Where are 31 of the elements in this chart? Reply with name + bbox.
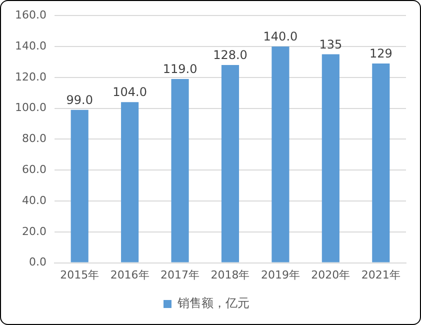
y-tick-label: 100.0: [14, 101, 46, 114]
bar: [221, 65, 240, 262]
y-tick-label: 120.0: [14, 70, 46, 84]
data-label: 119.0: [162, 62, 198, 76]
y-tick-label: 140.0: [14, 39, 46, 52]
x-tick-label: 2019年: [260, 268, 300, 282]
bar: [171, 78, 189, 262]
data-label: 129: [369, 46, 392, 61]
bar: [70, 110, 88, 262]
x-tick-label: 2015年: [60, 268, 100, 282]
legend-label: 销售额，亿元: [176, 296, 250, 310]
x-tick-label: 2020年: [311, 268, 350, 282]
y-tick-label: 60.0: [22, 162, 46, 176]
y-tick-label: 160.0: [14, 8, 46, 22]
data-label: 135: [319, 37, 342, 52]
x-tick-label: 2018年: [210, 268, 250, 282]
data-label: 104.0: [112, 85, 147, 100]
bar: [372, 63, 390, 262]
data-label: 99.0: [66, 92, 93, 107]
x-tick-label: 2021年: [361, 268, 400, 282]
y-tick-label: 0.0: [28, 256, 46, 269]
x-tick-label: 2016年: [110, 268, 150, 282]
x-tick-label: 2017年: [160, 268, 200, 282]
y-tick-label: 20.0: [22, 224, 46, 238]
bar: [121, 102, 139, 262]
y-tick-label: 80.0: [22, 132, 46, 146]
bar: [272, 46, 290, 262]
data-label: 140.0: [263, 30, 298, 44]
data-label: 128.0: [213, 48, 248, 62]
y-tick-label: 40.0: [22, 194, 46, 207]
bar: [322, 54, 340, 262]
